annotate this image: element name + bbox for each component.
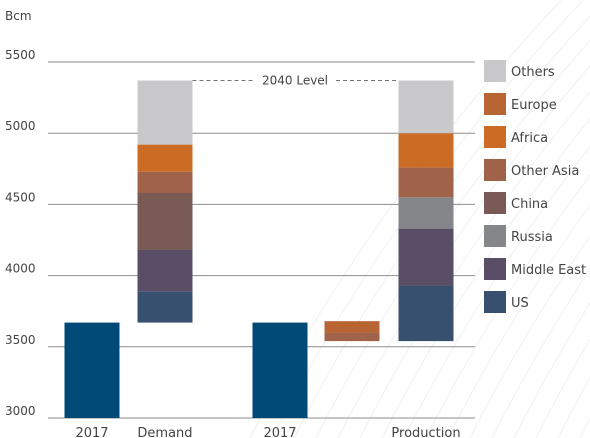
x-category-label: Production bbox=[391, 426, 460, 438]
y-tick-label: 5500 bbox=[5, 48, 36, 62]
legend-swatch bbox=[484, 258, 506, 280]
legend-label: Russia bbox=[511, 230, 553, 245]
x-category-label: Demand bbox=[137, 426, 192, 438]
bar-layer bbox=[64, 80, 454, 418]
annotation-label: 2040 Level bbox=[262, 74, 328, 88]
bar-segment-europe bbox=[324, 321, 380, 333]
background-arc bbox=[447, 204, 590, 438]
bar-segment-russia bbox=[398, 197, 454, 229]
x-category-label: 2017 bbox=[75, 426, 108, 438]
y-tick-label: 3500 bbox=[5, 333, 36, 347]
bar-segment-us bbox=[137, 291, 193, 323]
bar-segment-us bbox=[398, 285, 454, 342]
bar-segment-other-asia bbox=[398, 167, 454, 198]
bar-segment-others bbox=[137, 80, 193, 145]
legend-swatch bbox=[484, 291, 506, 313]
background-arc bbox=[579, 417, 590, 438]
bar-segment-africa bbox=[398, 133, 454, 168]
bar-segment-other-asia bbox=[324, 332, 380, 342]
bar-segment-middle-east bbox=[137, 249, 193, 292]
axis-layer: 3000 3500 4000 4500 5000 5500 Bcm 2017 Demand 201… bbox=[5, 9, 461, 438]
bar-base-2017 bbox=[252, 322, 308, 418]
legend-label: China bbox=[511, 197, 548, 212]
legend-layer: Others Europe Africa Other Asia China Russia M… bbox=[484, 60, 586, 313]
legend-swatch bbox=[484, 126, 506, 148]
legend-label: Africa bbox=[511, 131, 548, 146]
background-arc bbox=[425, 174, 590, 438]
legend-label: Middle East bbox=[511, 263, 586, 278]
y-tick-label: 3000 bbox=[5, 404, 36, 418]
background-arc bbox=[535, 338, 590, 438]
y-axis-unit-label: Bcm bbox=[5, 9, 32, 23]
x-category-label: 2017 bbox=[263, 426, 296, 438]
legend-label: Others bbox=[511, 65, 555, 80]
bar-segment-africa bbox=[137, 144, 193, 172]
legend-swatch bbox=[484, 93, 506, 115]
background-arc bbox=[337, 65, 590, 438]
legend-swatch bbox=[484, 192, 506, 214]
legend-label: Europe bbox=[511, 98, 557, 113]
annotation-layer: 2040 Level bbox=[192, 74, 399, 88]
y-tick-label: 5000 bbox=[5, 119, 36, 133]
legend-label: US bbox=[511, 296, 529, 311]
background-arc bbox=[469, 235, 590, 438]
bar-segment-other-asia bbox=[137, 171, 193, 194]
background-arc bbox=[513, 302, 590, 438]
bar-segment-china bbox=[137, 193, 193, 250]
bar-base-2017 bbox=[64, 322, 120, 418]
bar-segment-middle-east bbox=[398, 228, 454, 286]
background-arc bbox=[403, 145, 590, 438]
legend-label: Other Asia bbox=[511, 164, 579, 179]
legend-swatch bbox=[484, 159, 506, 181]
legend-swatch bbox=[484, 225, 506, 247]
background-arc bbox=[359, 91, 590, 438]
legend-swatch bbox=[484, 60, 506, 82]
bar-segment-others bbox=[398, 80, 454, 134]
background-arc bbox=[557, 376, 590, 438]
y-tick-label: 4000 bbox=[5, 262, 36, 276]
background-arc bbox=[491, 268, 590, 438]
y-tick-label: 4500 bbox=[5, 190, 36, 204]
background-arc bbox=[381, 117, 590, 438]
